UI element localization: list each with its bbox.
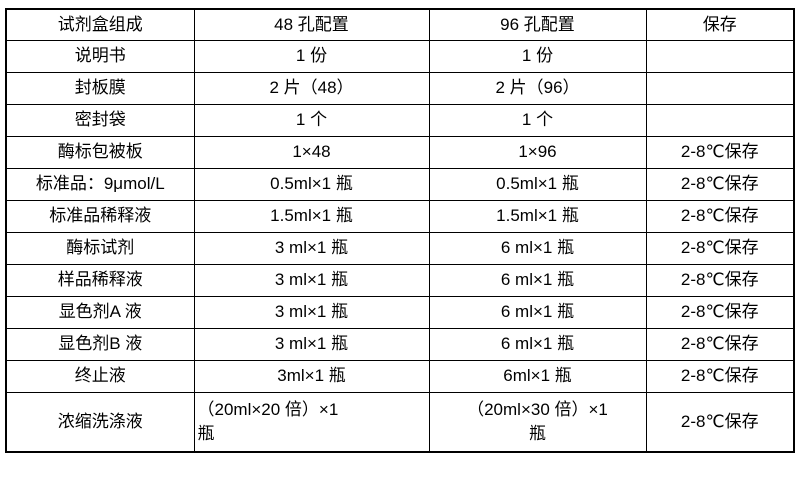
table-cell: 2-8℃保存 — [645, 359, 795, 393]
table-cell: 2-8℃保存 — [645, 263, 795, 297]
table-cell: 2 片（96） — [428, 71, 647, 105]
column-header-storage: 保存 — [645, 8, 795, 41]
table-cell: 1.5ml×1 瓶 — [193, 199, 430, 233]
column-header-96well: 96 孔配置 — [428, 8, 647, 41]
table-cell: 3 ml×1 瓶 — [193, 327, 430, 361]
table-row: 标准品：9μmol/L 0.5ml×1 瓶 0.5ml×1 瓶 2-8℃保存 — [5, 167, 795, 201]
table-row: 浓缩洗涤液 （20ml×20 倍）×1 瓶 （20ml×30 倍）×1 瓶 2-… — [5, 391, 795, 453]
table-cell: 3ml×1 瓶 — [193, 359, 430, 393]
table-cell — [645, 103, 795, 137]
table-cell: 6 ml×1 瓶 — [428, 327, 647, 361]
row-label-cell: 浓缩洗涤液 — [5, 391, 195, 453]
table-cell: 3 ml×1 瓶 — [193, 295, 430, 329]
row-label-cell: 样品稀释液 — [5, 263, 195, 297]
table-cell — [645, 71, 795, 105]
table-row: 酶标包被板 1×48 1×96 2-8℃保存 — [5, 135, 795, 169]
row-label-cell: 说明书 — [5, 39, 195, 73]
table-cell: 6 ml×1 瓶 — [428, 231, 647, 265]
table-row: 酶标试剂 3 ml×1 瓶 6 ml×1 瓶 2-8℃保存 — [5, 231, 795, 265]
table-cell: 1×48 — [193, 135, 430, 169]
table-cell: 2-8℃保存 — [645, 295, 795, 329]
table-cell: 1.5ml×1 瓶 — [428, 199, 647, 233]
table-row: 终止液 3ml×1 瓶 6ml×1 瓶 2-8℃保存 — [5, 359, 795, 393]
row-label-cell: 封板膜 — [5, 71, 195, 105]
table-cell: 1 份 — [193, 39, 430, 73]
table-row: 显色剂A 液 3 ml×1 瓶 6 ml×1 瓶 2-8℃保存 — [5, 295, 795, 329]
table-cell: 2-8℃保存 — [645, 231, 795, 265]
table-cell: 2 片（48） — [193, 71, 430, 105]
header-row: 试剂盒组成 48 孔配置 96 孔配置 保存 — [5, 8, 795, 41]
table-row: 封板膜 2 片（48） 2 片（96） — [5, 71, 795, 105]
table-cell: 2-8℃保存 — [645, 167, 795, 201]
table-cell: 2-8℃保存 — [645, 391, 795, 453]
table-row: 标准品稀释液 1.5ml×1 瓶 1.5ml×1 瓶 2-8℃保存 — [5, 199, 795, 233]
table-row: 说明书 1 份 1 份 — [5, 39, 795, 73]
column-header-component: 试剂盒组成 — [5, 8, 195, 41]
table-cell: 6 ml×1 瓶 — [428, 263, 647, 297]
row-label-cell: 标准品稀释液 — [5, 199, 195, 233]
table-cell: 1 份 — [428, 39, 647, 73]
table-row: 样品稀释液 3 ml×1 瓶 6 ml×1 瓶 2-8℃保存 — [5, 263, 795, 297]
column-header-48well: 48 孔配置 — [193, 8, 430, 41]
table-cell: 0.5ml×1 瓶 — [193, 167, 430, 201]
kit-composition-table: 试剂盒组成 48 孔配置 96 孔配置 保存 说明书 1 份 1 份 封板膜 2… — [5, 8, 795, 453]
row-label-cell: 酶标试剂 — [5, 231, 195, 265]
row-label-cell: 标准品：9μmol/L — [5, 167, 195, 201]
row-label-cell: 酶标包被板 — [5, 135, 195, 169]
table-cell: 2-8℃保存 — [645, 135, 795, 169]
table-cell: 1×96 — [428, 135, 647, 169]
table-cell: 0.5ml×1 瓶 — [428, 167, 647, 201]
row-label-cell: 终止液 — [5, 359, 195, 393]
row-label-cell: 显色剂B 液 — [5, 327, 195, 361]
table-cell: 2-8℃保存 — [645, 199, 795, 233]
table-row: 显色剂B 液 3 ml×1 瓶 6 ml×1 瓶 2-8℃保存 — [5, 327, 795, 361]
table-cell: 2-8℃保存 — [645, 327, 795, 361]
row-label-cell: 密封袋 — [5, 103, 195, 137]
table-cell: 1 个 — [193, 103, 430, 137]
table-cell: （20ml×20 倍）×1 瓶 — [193, 391, 430, 453]
table-row: 密封袋 1 个 1 个 — [5, 103, 795, 137]
table-cell: 3 ml×1 瓶 — [193, 231, 430, 265]
table-cell: 1 个 — [428, 103, 647, 137]
row-label-cell: 显色剂A 液 — [5, 295, 195, 329]
table-cell — [645, 39, 795, 73]
table-cell: （20ml×30 倍）×1 瓶 — [428, 391, 647, 453]
table-cell: 6 ml×1 瓶 — [428, 295, 647, 329]
table-cell: 6ml×1 瓶 — [428, 359, 647, 393]
table-cell: 3 ml×1 瓶 — [193, 263, 430, 297]
